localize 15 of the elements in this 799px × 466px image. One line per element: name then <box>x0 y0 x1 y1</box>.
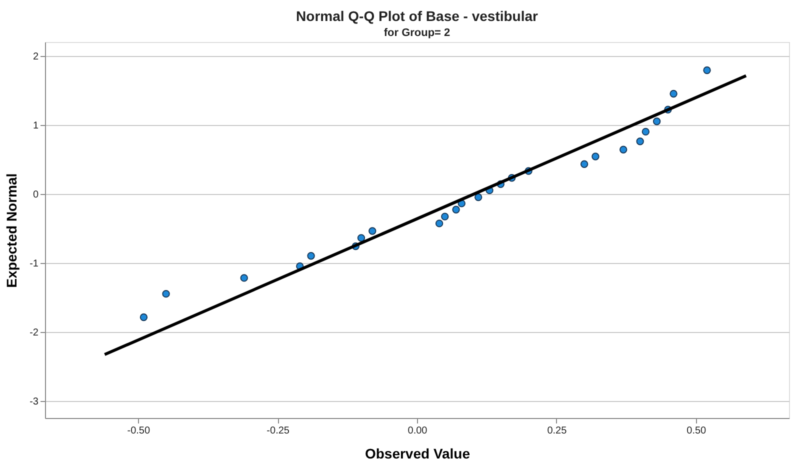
x-tick-label: 0.50 <box>686 426 707 436</box>
chart-title: Normal Q-Q Plot of Base - vestibular <box>296 8 539 24</box>
y-tick-label: -2 <box>30 327 39 338</box>
x-tick-label: 0.00 <box>408 426 428 436</box>
x-tick-label: 0.25 <box>547 426 568 436</box>
y-axis-title: Expected Normal <box>4 173 20 288</box>
y-tick-label: -3 <box>30 396 39 408</box>
y-tick-label: 2 <box>32 51 39 62</box>
y-tick-label: 1 <box>32 120 39 132</box>
y-tick-label: 0 <box>32 189 39 200</box>
x-tick-label: -0.50 <box>127 426 150 436</box>
x-tick-label: -0.25 <box>266 426 290 436</box>
chart-subtitle: for Group= 2 <box>384 27 450 39</box>
y-tick-label: -1 <box>30 258 39 270</box>
x-axis-title: Observed Value <box>364 446 470 462</box>
